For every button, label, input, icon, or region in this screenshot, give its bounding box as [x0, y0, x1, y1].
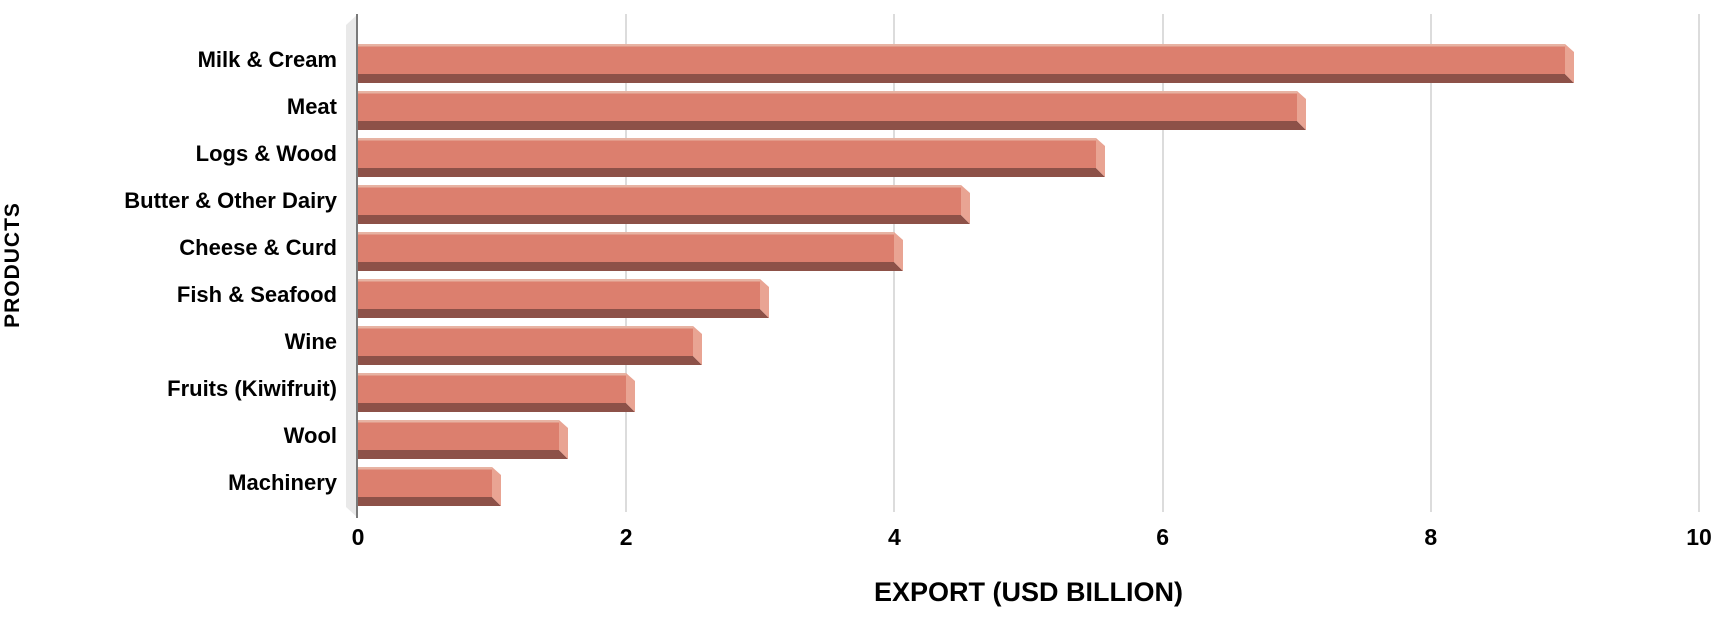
- category-label: Milk & Cream: [197, 47, 337, 72]
- bar-side-face: [693, 326, 702, 365]
- gridline-x-6: [1161, 14, 1164, 512]
- bar-logs-wood: [358, 138, 1105, 177]
- category-label: Cheese & Curd: [179, 235, 337, 260]
- bar-top-highlight: [358, 420, 559, 423]
- bar-cheese-curd: [358, 232, 903, 271]
- category-label: Logs & Wood: [195, 141, 337, 166]
- bar-wine: [358, 326, 702, 365]
- y-axis-title: PRODUCTS: [1, 202, 24, 328]
- bar-side-face: [961, 185, 970, 224]
- bar-top-highlight: [358, 279, 760, 282]
- bar-bottom-face: [358, 215, 970, 224]
- category-label: Machinery: [228, 470, 337, 495]
- bar-top-highlight: [358, 373, 626, 376]
- bar-bottom-face: [358, 168, 1105, 177]
- bar-side-face: [492, 467, 501, 506]
- bar-front-face: [358, 185, 961, 215]
- bar-fish-seafood: [358, 279, 769, 318]
- bar-side-face: [559, 420, 568, 459]
- bar-bottom-face: [358, 356, 702, 365]
- bar-bottom-face: [358, 121, 1306, 130]
- bar-top-highlight: [358, 185, 961, 188]
- x-tick-label-8: 8: [1424, 524, 1438, 550]
- x-tick-label-4: 4: [887, 524, 901, 550]
- x-tick-label-6: 6: [1156, 524, 1169, 550]
- bar-bottom-face: [358, 497, 501, 506]
- bar-top-highlight: [358, 44, 1565, 47]
- category-label: Meat: [286, 94, 337, 119]
- bar-bottom-face: [358, 74, 1574, 83]
- bar-wool: [358, 420, 568, 459]
- bar-top-highlight: [358, 138, 1096, 141]
- bar-milk-cream: [358, 44, 1574, 83]
- bar-front-face: [358, 279, 760, 309]
- bar-side-face: [1096, 138, 1105, 177]
- x-axis-title: EXPORT (USD BILLION): [874, 577, 1183, 607]
- bar-bottom-face: [358, 309, 769, 318]
- x-tick-label-0: 0: [351, 524, 365, 550]
- bar-side-face: [760, 279, 769, 318]
- category-label: Wine: [284, 329, 337, 354]
- x-tick-label-10: 10: [1686, 524, 1712, 550]
- bar-front-face: [358, 373, 626, 403]
- bar-side-face: [1565, 44, 1574, 83]
- bar-meat: [358, 91, 1306, 130]
- category-label: Fruits (Kiwifruit): [167, 376, 337, 401]
- bar-side-face: [1297, 91, 1306, 130]
- bar-bottom-face: [358, 262, 903, 271]
- x-tick-label-2: 2: [619, 524, 633, 550]
- bar-front-face: [358, 91, 1297, 121]
- category-label: Wool: [283, 423, 337, 448]
- bar-top-highlight: [358, 232, 894, 235]
- gridline-x-8: [1429, 14, 1432, 512]
- category-label: Butter & Other Dairy: [124, 188, 337, 213]
- bar-front-face: [358, 467, 492, 497]
- category-label: Fish & Seafood: [176, 282, 337, 307]
- bar-fruits-kiwifruit: [358, 373, 635, 412]
- bar-front-face: [358, 138, 1096, 168]
- bar-top-highlight: [358, 326, 693, 329]
- y-axis-line: [356, 14, 358, 518]
- bar-butter-other-dairy: [358, 185, 970, 224]
- y-axis-wall: [346, 14, 358, 518]
- bar-front-face: [358, 326, 693, 356]
- bar-machinery: [358, 467, 501, 506]
- bar-top-highlight: [358, 91, 1297, 94]
- bar-front-face: [358, 420, 559, 450]
- bar-side-face: [894, 232, 903, 271]
- bar-side-face: [626, 373, 635, 412]
- bar-front-face: [358, 232, 894, 262]
- bar-bottom-face: [358, 403, 635, 412]
- bar-bottom-face: [358, 450, 568, 459]
- gridline-x-10: [1698, 14, 1700, 512]
- bar-front-face: [358, 44, 1565, 74]
- bar-top-highlight: [358, 467, 492, 470]
